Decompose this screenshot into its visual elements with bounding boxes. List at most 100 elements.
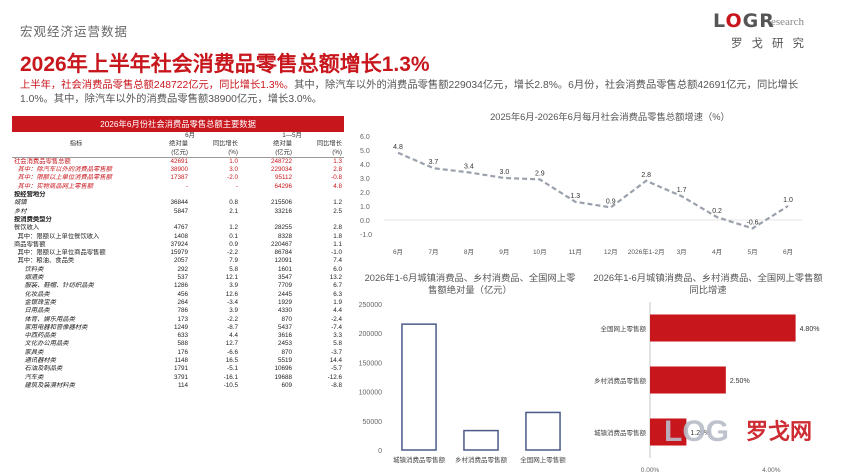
y-tick-label: 150000 — [359, 360, 382, 367]
table-row: 汽车类 3791 -16.1 19688 -12.6 — [12, 374, 344, 382]
row-value-v3 — [240, 216, 294, 224]
row-value-v4: -7.4 — [331, 323, 343, 331]
row-value-v1: 42691 — [170, 157, 188, 165]
summary-paragraph: 上半年，社会消费品零售总额248722亿元，同比增长1.3%。其中，除汽车以外的… — [20, 79, 810, 107]
bar — [525, 411, 561, 451]
row-value-v1 — [140, 191, 190, 199]
row-label: 其中：粮油、食品类 — [14, 257, 75, 265]
col-group-june: 6月 — [185, 132, 195, 139]
growth-rate-hbar-chart: 4.80% 全国网上零售额 2.50% 乡村消费品零售额 1.20% 城镇消费品零售额 0.… — [594, 302, 820, 474]
monthly-growth-line-chart: 6.0 5.0 4.0 3.0 2.0 1.0 0.0 -1.0 4.8 6月 3.7 7月 3.4 8月… — [360, 134, 802, 256]
row-label: 家具类 — [14, 348, 44, 356]
row-value-v2: 12.6 — [225, 290, 238, 298]
col-yoy-2a: 同比增长 — [316, 140, 343, 148]
row-value-v1: 15979 — [170, 249, 188, 257]
row-value-v4: 4.8 — [333, 182, 343, 190]
x-tick-label: 6月 — [783, 248, 793, 256]
row-value-v3: 5437 — [277, 323, 292, 331]
data-label: 2.8 — [641, 172, 651, 179]
bar — [650, 418, 687, 446]
category-label: 城镇消费品零售额 — [594, 428, 647, 437]
row-value-v3: 7709 — [277, 282, 292, 290]
table-row: 其中：除汽车以外的消费品零售额 38900 3.0 229034 2.8 — [12, 166, 344, 174]
row-value-v3: 12091 — [274, 257, 292, 265]
row-value-v3: 609 — [281, 381, 292, 389]
table-row: 通讯器材类 1148 16.5 5519 14.4 — [12, 357, 344, 365]
table-row: 其中：实物商品网上零售额 - - 64296 4.8 — [12, 183, 344, 191]
row-value-v1: 1249 — [173, 323, 188, 331]
row-label: 饮料类 — [14, 265, 44, 273]
row-label: 城镇 — [14, 199, 27, 207]
row-label: 按消费类型分 — [14, 215, 52, 223]
row-value-v1: 114 — [177, 381, 188, 389]
row-value-v3: 3547 — [277, 274, 292, 282]
data-label: 4.8 — [393, 144, 403, 151]
table-row: 日用品类 786 3.9 4330 4.4 — [12, 307, 344, 315]
table-row: 服装、鞋帽、针纺织品类 1286 3.9 7709 6.7 — [12, 282, 344, 290]
row-label: 建筑及装潢材料类 — [14, 381, 75, 389]
data-label: 3.4 — [464, 163, 474, 170]
y-tick-label: 6.0 — [360, 134, 370, 141]
row-value-v1: 4767 — [173, 224, 188, 232]
row-value-v3: 8328 — [277, 232, 292, 240]
row-value-v2: -5.1 — [227, 365, 238, 373]
x-tick-label: 4月 — [712, 248, 722, 256]
data-label: 4.80% — [800, 326, 820, 333]
row-value-v1: 176 — [177, 348, 188, 356]
row-value-v3: 870 — [281, 315, 292, 323]
row-value-v4: 1.1 — [333, 240, 343, 248]
row-value-v2: 0.9 — [229, 240, 238, 248]
table-row: 体育、娱乐用品类 173 -2.2 870 -2.4 — [12, 316, 344, 324]
line-chart-title: 2025年6月-2026年6月每月社会消费品零售总额增速（%） — [490, 112, 730, 122]
row-value-v1: 264 — [177, 298, 188, 306]
data-label: 0.2 — [712, 208, 722, 215]
row-value-v1: 36844 — [170, 199, 188, 207]
x-tick-label: 4.00% — [762, 467, 781, 474]
row-value-v3: 220467 — [270, 240, 292, 248]
bar — [463, 429, 499, 451]
row-value-v1: 588 — [177, 340, 188, 348]
row-value-v4: -2.4 — [331, 315, 343, 323]
row-value-v2: 3.9 — [229, 282, 238, 290]
retail-data-table-panel: 2026年6月份社会消费品零售总额主要数据 6月 1—5月 指标 绝对量 同比增… — [12, 116, 344, 474]
row-value-v3: 2453 — [277, 340, 292, 348]
table-title: 2026年6月份社会消费品零售总额主要数据 — [12, 116, 344, 132]
row-value-v4: 7.4 — [333, 257, 343, 265]
row-value-v3: 95112 — [274, 174, 292, 182]
y-tick-label: 200000 — [359, 331, 382, 338]
row-value-v2: -3.4 — [227, 298, 238, 306]
table-row: 乡村 5847 2.1 33216 2.5 — [12, 208, 344, 216]
table-row: 中西药品类 633 4.4 3616 3.3 — [12, 332, 344, 340]
row-value-v1: 786 — [177, 307, 188, 315]
table-row: 城镇 36844 0.8 215506 1.2 — [12, 199, 344, 207]
row-value-v1: 173 — [177, 315, 188, 323]
logo-word: LOGR — [713, 10, 775, 32]
retail-data-table: 6月 1—5月 指标 绝对量 同比增长 绝对量 同比增长 (亿元) (%) (亿… — [12, 132, 344, 390]
x-tick-label: 5月 — [747, 248, 757, 256]
row-value-v3: 4330 — [277, 307, 292, 315]
row-value-v4: -1.0 — [331, 249, 343, 257]
row-value-v4 — [294, 216, 344, 224]
data-label: 1.7 — [677, 187, 687, 194]
row-value-v3: 248722 — [270, 157, 292, 165]
col-abs-2a: 绝对量 — [273, 140, 292, 148]
x-tick-label: 12月 — [604, 248, 618, 256]
row-label: 其中：限额以上单位消费品零售额 — [14, 174, 112, 182]
row-value-v1: 1791 — [173, 365, 188, 373]
row-value-v3: 229034 — [270, 166, 292, 174]
row-value-v2: -6.6 — [227, 348, 238, 356]
x-tick-label: 城镇消费品零售额 — [393, 455, 446, 464]
row-value-v4 — [294, 191, 344, 199]
row-value-v1: 2057 — [173, 257, 188, 265]
row-value-v2: 3.0 — [229, 166, 238, 174]
row-value-v3: 3616 — [277, 332, 292, 340]
table-header-row-3: (亿元) (%) (亿元) (%) — [12, 149, 344, 158]
row-value-v3: 1601 — [277, 265, 292, 273]
row-value-v3: 215506 — [270, 199, 292, 207]
x-tick-label: 7月 — [428, 248, 438, 256]
data-label: 1.0 — [783, 197, 793, 204]
row-value-v1: 1148 — [174, 357, 188, 365]
data-label: -0.6 — [747, 219, 759, 226]
y-tick-label: -1.0 — [360, 232, 372, 239]
data-label: 3.0 — [499, 169, 509, 176]
